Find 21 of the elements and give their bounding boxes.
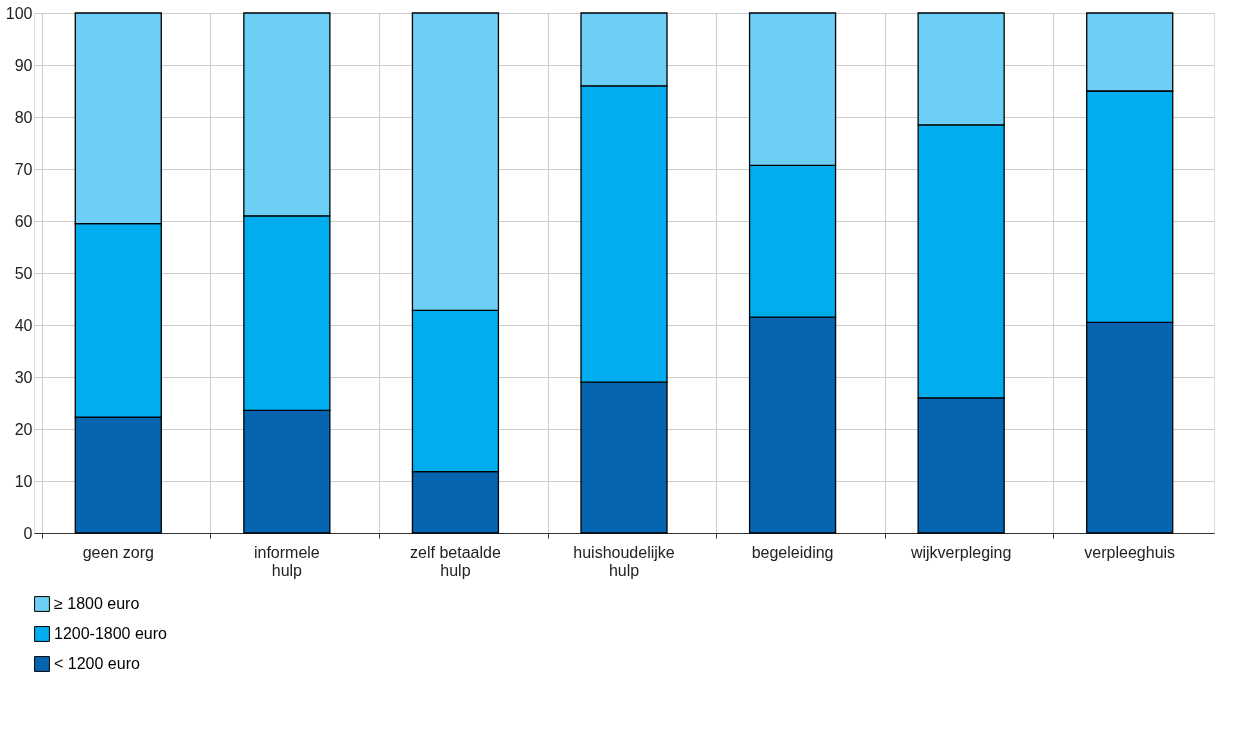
x-tick-label: verpleeghuis [1084,543,1176,561]
x-tick-label: geen zorg [82,543,154,561]
x-tick-label: begeleiding [751,543,834,561]
x-tick-label: zelf betaalde hulp [410,543,501,579]
legend-label: 1200-1800 euro [54,625,168,642]
y-tick-label: 30 [14,368,33,386]
y-tick-label: 0 [23,524,33,542]
x-tick-label: wijkverpleging [909,543,1012,561]
x-tick-label: informele hulp [253,543,320,579]
y-tick-label: 50 [14,264,33,282]
y-tick-label: 70 [14,160,33,178]
y-tick-label: 20 [14,420,33,438]
x-tick-label: huishoudelijke hulp [573,543,675,579]
legend-label: ≥ 1800 euro [54,595,140,612]
y-tick-label: 60 [14,212,33,230]
y-tick-label: 80 [14,108,33,126]
y-tick-label: 40 [14,316,33,334]
legend-label: < 1200 euro [54,655,140,672]
y-tick-label: 90 [14,56,33,74]
y-tick-label: 100 [5,4,33,22]
y-tick-label: 10 [14,472,33,490]
